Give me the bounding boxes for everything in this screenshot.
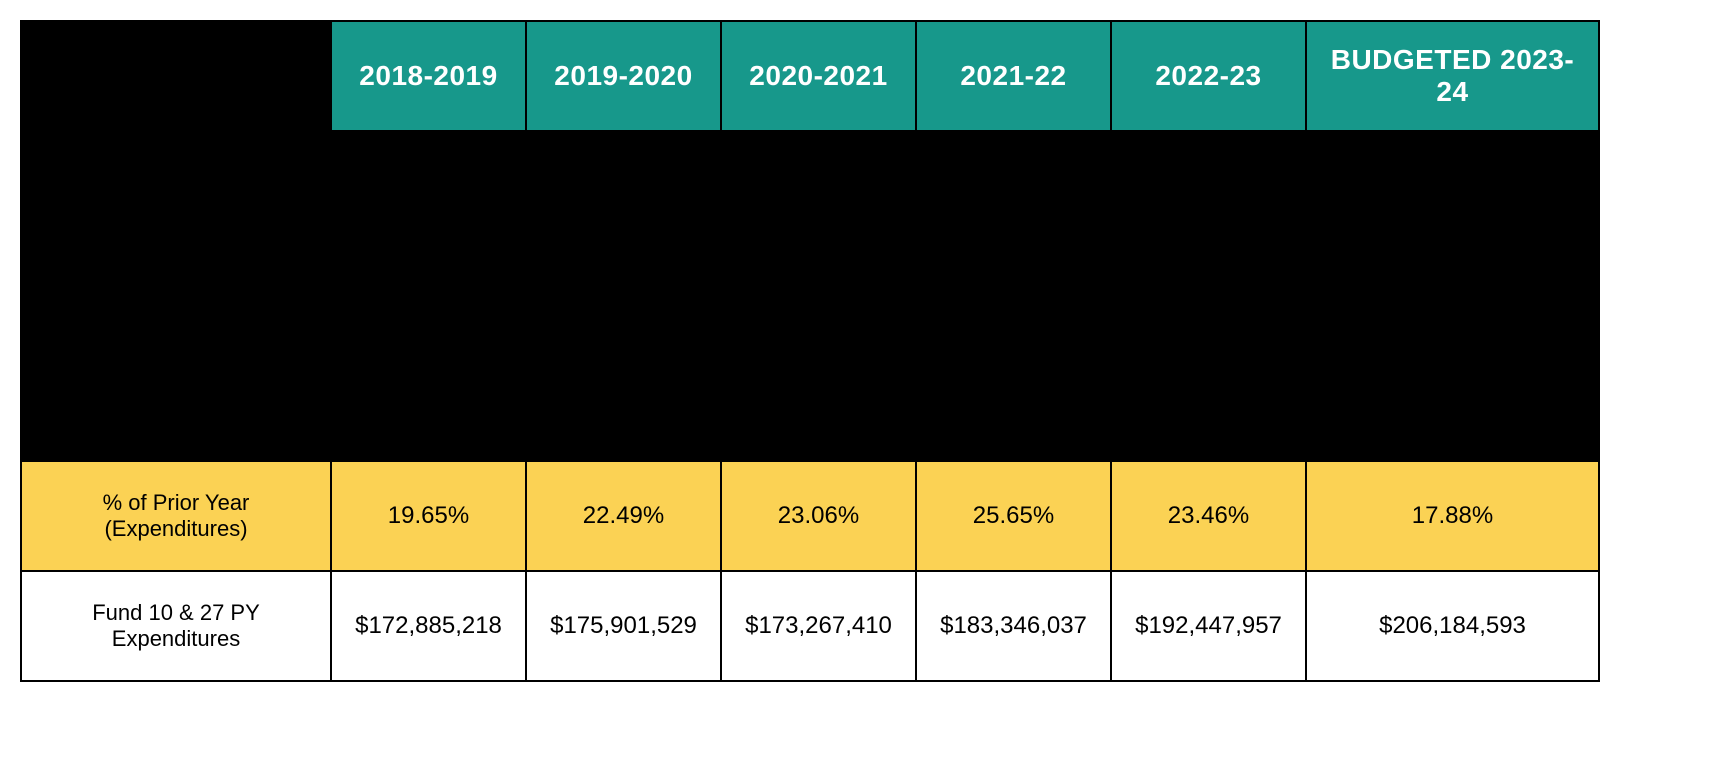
table-header: 2018-2019 2019-2020 2020-2021 2021-22 20… bbox=[21, 21, 1599, 131]
cell: $183,346,037 bbox=[916, 571, 1111, 681]
cell: 22.49% bbox=[526, 461, 721, 571]
row-label bbox=[21, 241, 331, 351]
table-row-percent: % of Prior Year (Expenditures) 19.65% 22… bbox=[21, 461, 1599, 571]
cell: 23.06% bbox=[721, 461, 916, 571]
cell bbox=[1111, 351, 1306, 461]
cell bbox=[916, 351, 1111, 461]
cell bbox=[1111, 241, 1306, 351]
cell bbox=[526, 351, 721, 461]
cell: $175,901,529 bbox=[526, 571, 721, 681]
table-row-expenditures: Fund 10 & 27 PY Expenditures $172,885,21… bbox=[21, 571, 1599, 681]
col-header: BUDGETED 2023-24 bbox=[1306, 21, 1599, 131]
col-header: 2022-23 bbox=[1111, 21, 1306, 131]
col-header: 2021-22 bbox=[916, 21, 1111, 131]
cell bbox=[331, 131, 526, 241]
cell bbox=[1306, 131, 1599, 241]
cell: $172,885,218 bbox=[331, 571, 526, 681]
cell bbox=[1306, 351, 1599, 461]
table-body: % of Prior Year (Expenditures) 19.65% 22… bbox=[21, 131, 1599, 681]
cell: $192,447,957 bbox=[1111, 571, 1306, 681]
col-header: 2019-2020 bbox=[526, 21, 721, 131]
row-label bbox=[21, 131, 331, 241]
cell bbox=[331, 351, 526, 461]
cell bbox=[526, 131, 721, 241]
header-blank bbox=[21, 21, 331, 131]
cell: 25.65% bbox=[916, 461, 1111, 571]
cell: $173,267,410 bbox=[721, 571, 916, 681]
col-header: 2020-2021 bbox=[721, 21, 916, 131]
table-row bbox=[21, 241, 1599, 351]
header-row: 2018-2019 2019-2020 2020-2021 2021-22 20… bbox=[21, 21, 1599, 131]
cell bbox=[331, 241, 526, 351]
cell bbox=[916, 241, 1111, 351]
cell bbox=[721, 131, 916, 241]
row-label bbox=[21, 351, 331, 461]
cell: 19.65% bbox=[331, 461, 526, 571]
cell bbox=[526, 241, 721, 351]
cell: 17.88% bbox=[1306, 461, 1599, 571]
table-row bbox=[21, 351, 1599, 461]
row-label: Fund 10 & 27 PY Expenditures bbox=[21, 571, 331, 681]
row-label: % of Prior Year (Expenditures) bbox=[21, 461, 331, 571]
cell bbox=[721, 351, 916, 461]
cell bbox=[1111, 131, 1306, 241]
cell bbox=[916, 131, 1111, 241]
cell bbox=[1306, 241, 1599, 351]
fund-balance-table: 2018-2019 2019-2020 2020-2021 2021-22 20… bbox=[20, 20, 1600, 682]
cell: $206,184,593 bbox=[1306, 571, 1599, 681]
cell: 23.46% bbox=[1111, 461, 1306, 571]
cell bbox=[721, 241, 916, 351]
table-row bbox=[21, 131, 1599, 241]
col-header: 2018-2019 bbox=[331, 21, 526, 131]
